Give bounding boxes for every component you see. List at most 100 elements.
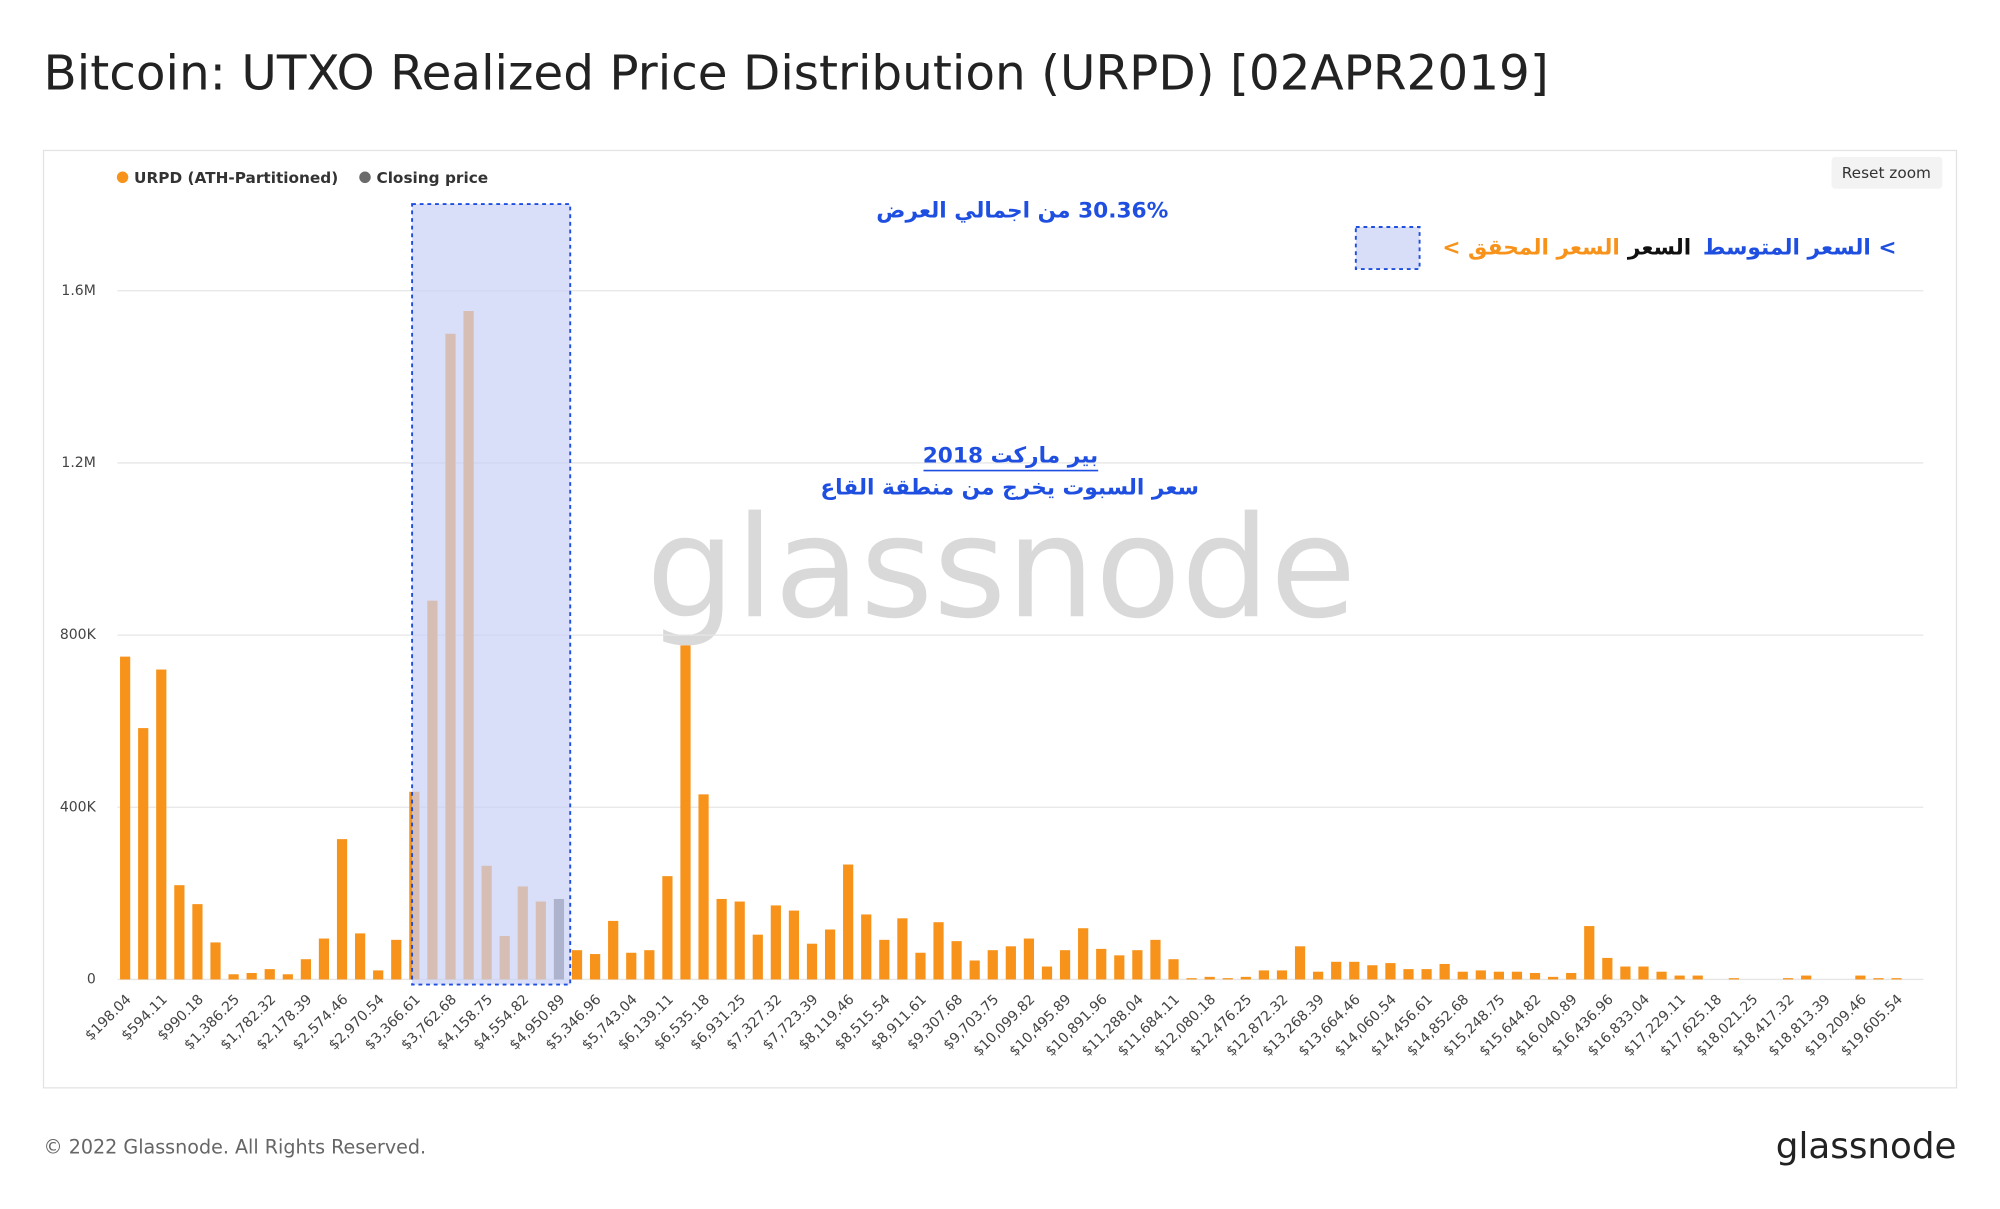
bar — [1204, 976, 1215, 980]
bar — [1855, 975, 1866, 980]
bar — [1529, 972, 1541, 980]
key-swatch — [1354, 226, 1421, 271]
bar — [788, 910, 800, 980]
bar — [1620, 966, 1631, 980]
bar — [1078, 928, 1089, 980]
bar — [1096, 948, 1107, 980]
footer-logo: glassnode — [1776, 1126, 1957, 1167]
bar — [843, 864, 854, 980]
reset-zoom-button[interactable] — [1831, 156, 1943, 189]
reset-zoom-label[interactable]: Reset zoom — [1842, 164, 1931, 182]
bar — [228, 974, 239, 980]
bar — [192, 904, 203, 980]
bar — [608, 920, 619, 980]
bar — [662, 876, 673, 980]
y-tick-label: 1.6M — [61, 283, 95, 299]
bar — [1005, 946, 1016, 980]
bar — [770, 905, 781, 980]
bar — [1367, 965, 1378, 980]
bar — [571, 950, 583, 980]
y-tick-label: 400K — [60, 799, 97, 815]
bar — [1656, 971, 1667, 980]
bar — [734, 901, 745, 980]
chart-title: Bitcoin: UTXO Realized Price Distributio… — [44, 46, 1549, 102]
bar — [1511, 971, 1523, 980]
bar — [897, 918, 908, 980]
bar — [1168, 959, 1179, 980]
bar — [391, 939, 402, 980]
key-average: السعر المتوسط < — [1703, 236, 1897, 261]
y-tick-label: 0 — [87, 971, 96, 987]
bar — [1059, 950, 1071, 980]
bar — [1276, 970, 1288, 980]
bar — [156, 669, 167, 980]
bar — [969, 960, 980, 980]
watermark: glassnode — [646, 487, 1356, 650]
bar — [644, 950, 655, 980]
bar — [1873, 978, 1884, 980]
bar — [1294, 946, 1306, 980]
bar — [210, 942, 221, 980]
bar — [246, 972, 257, 980]
bar — [1566, 972, 1577, 980]
highlight-box — [411, 203, 572, 986]
bar — [1439, 963, 1450, 980]
copyright: © 2022 Glassnode. All Rights Reserved. — [44, 1135, 427, 1158]
bar — [336, 839, 348, 980]
bar — [1782, 978, 1794, 980]
bar — [1385, 963, 1396, 980]
bar — [1186, 978, 1197, 980]
note-body: سعر السبوت يخرج من منطقة القاع — [820, 475, 1199, 500]
bar — [752, 934, 763, 980]
bar — [716, 898, 727, 980]
bar — [282, 974, 293, 980]
bar — [1602, 957, 1613, 980]
bar — [1421, 969, 1432, 980]
box-label: 30.36% من اجمالي العرض — [876, 199, 1168, 224]
bar — [1475, 970, 1486, 980]
bar — [1349, 961, 1360, 980]
bar — [1313, 971, 1324, 980]
bar — [1258, 970, 1270, 980]
bar — [300, 959, 311, 980]
bar — [1493, 971, 1504, 980]
bar — [355, 933, 366, 980]
bar — [120, 656, 131, 980]
bar — [1674, 975, 1685, 980]
bar — [933, 922, 944, 980]
bar — [138, 728, 149, 980]
bar — [1801, 975, 1812, 980]
key-realized: < السعر المحقق — [1442, 236, 1619, 261]
bar — [698, 794, 709, 980]
bar — [1222, 978, 1233, 980]
note-title: 2018 بير ماركت — [923, 444, 1098, 469]
bar — [1041, 966, 1053, 980]
bar — [1331, 961, 1342, 980]
bar — [861, 914, 872, 980]
bar — [824, 929, 836, 980]
y-tick-label: 1.2M — [61, 455, 95, 471]
bar — [951, 941, 962, 980]
legend-label: Closing price — [376, 169, 488, 187]
bar — [915, 952, 926, 980]
bar — [680, 645, 691, 980]
bar — [1114, 955, 1125, 980]
bar — [264, 969, 275, 980]
bar — [1891, 978, 1902, 980]
bar — [1132, 950, 1143, 980]
bar — [1548, 976, 1559, 980]
bar — [879, 939, 890, 980]
y-tick-label: 800K — [60, 627, 97, 643]
key-price: السعر — [1627, 236, 1691, 261]
bar — [1457, 971, 1468, 980]
bar — [589, 954, 601, 980]
bar — [1728, 978, 1739, 980]
bar — [626, 952, 637, 980]
bar — [1403, 969, 1414, 980]
bar — [373, 970, 384, 980]
legend-label: URPD (ATH-Partitioned) — [134, 169, 338, 187]
bar — [1023, 938, 1035, 980]
chart-frame — [42, 149, 1958, 1089]
